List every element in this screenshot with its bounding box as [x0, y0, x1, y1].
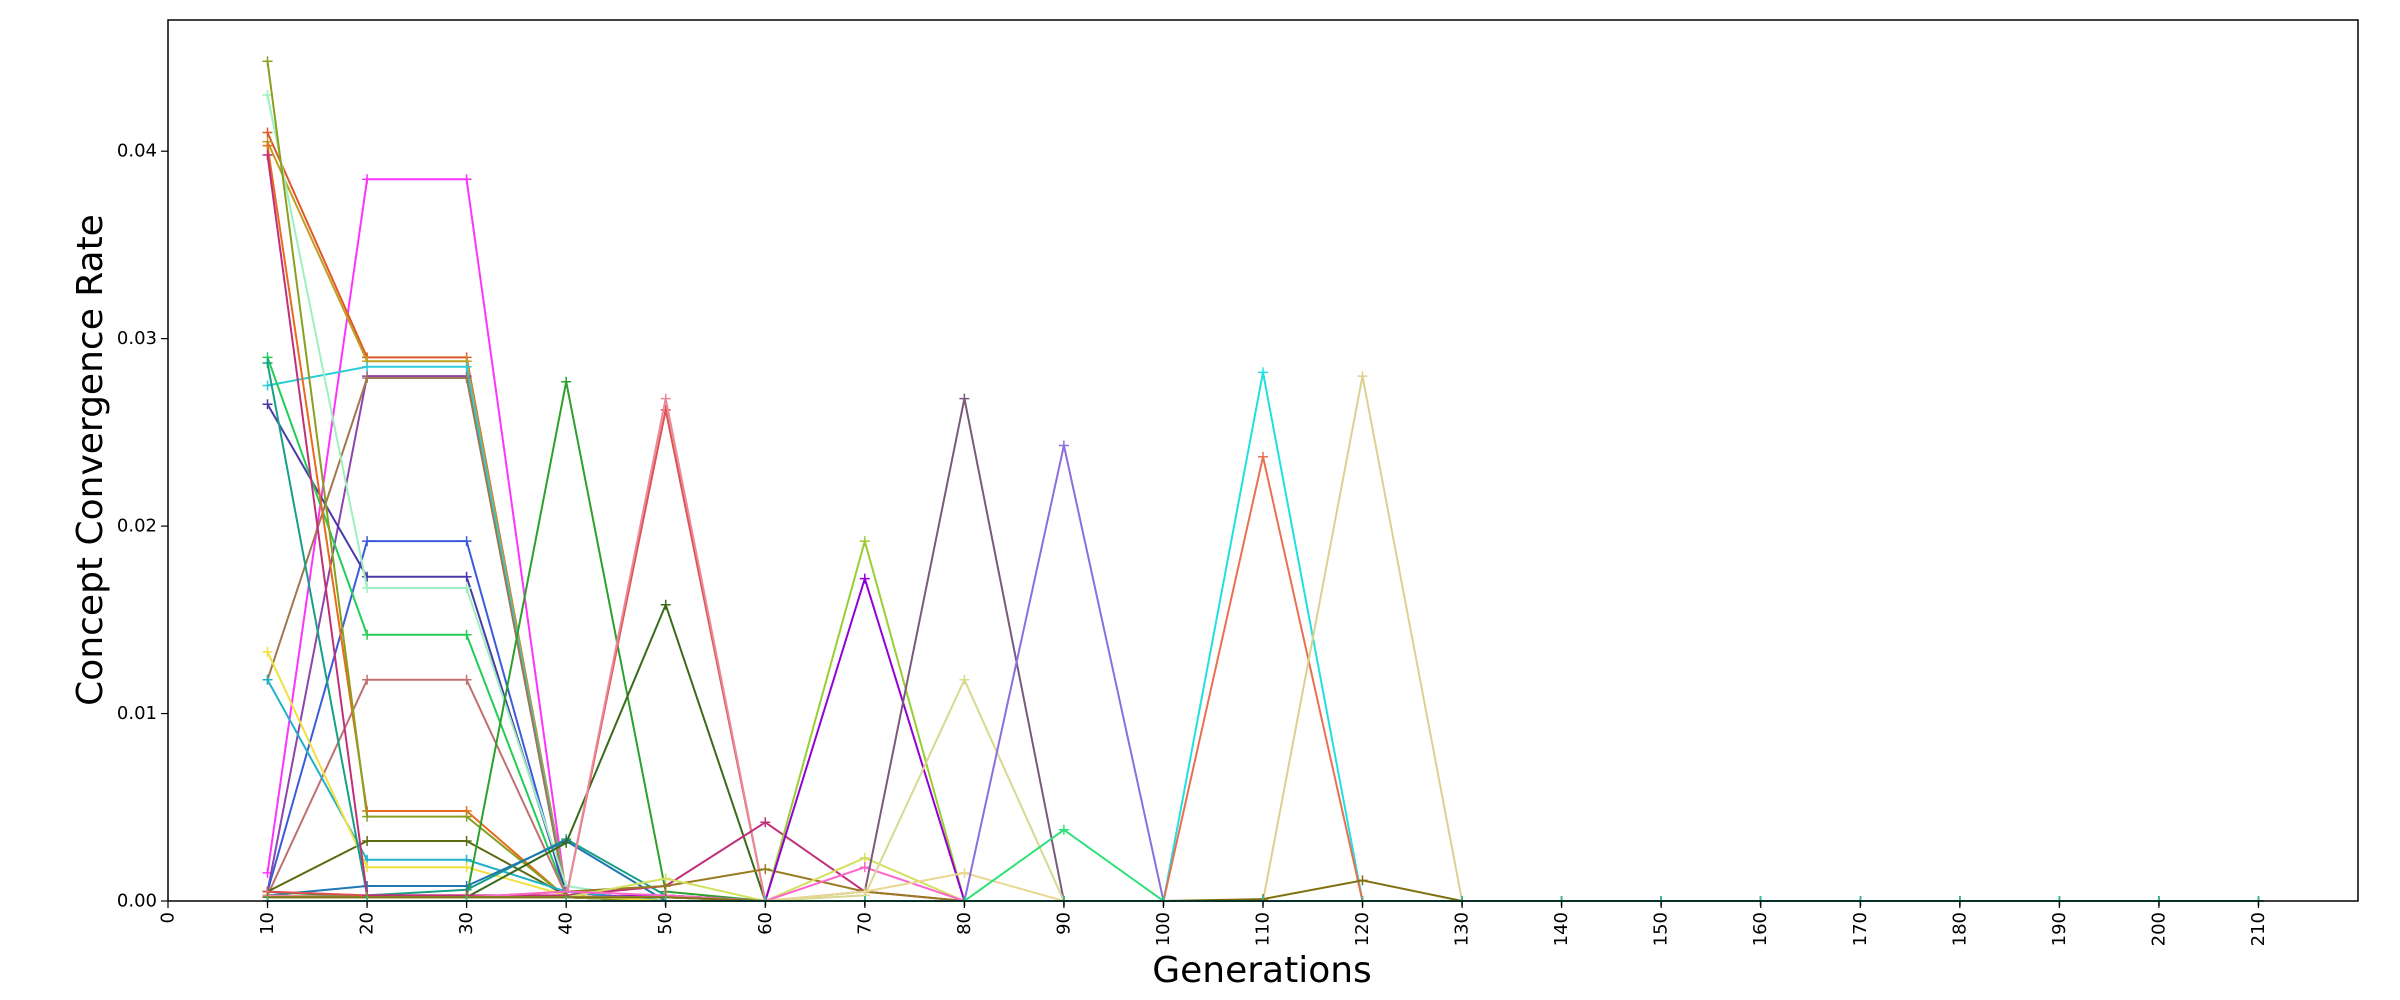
data-point-marker [660, 404, 671, 415]
data-point-marker [859, 862, 870, 873]
data-point-marker [262, 399, 273, 410]
y-tick-label: 0.04 [117, 141, 157, 162]
data-point-marker [362, 536, 373, 547]
x-tick-label: 60 [755, 912, 776, 935]
data-point-marker [362, 571, 373, 582]
data-point-marker [362, 674, 373, 685]
data-point-marker [859, 852, 870, 863]
data-point-marker [461, 881, 472, 891]
x-tick-label: 150 [1651, 912, 1672, 946]
x-axis-ticks: 0 10 20 30 40 50 60 70 80 90 100 110 120 130 140 150 160… [158, 901, 2269, 946]
data-point-marker [1058, 440, 1069, 451]
data-point-marker [362, 836, 373, 846]
data-point-marker [461, 373, 472, 383]
x-tick-label: 10 [257, 912, 278, 935]
data-point-marker [262, 140, 273, 151]
data-point-marker [1357, 371, 1368, 382]
data-point-marker [461, 836, 472, 846]
data-point-marker [362, 174, 373, 185]
x-tick-label: 120 [1352, 912, 1373, 946]
data-point-marker [262, 127, 273, 138]
data-point-marker [461, 811, 472, 822]
data-point-marker [1258, 367, 1268, 378]
data-point-marker [262, 56, 273, 67]
data-point-marker [262, 646, 273, 657]
data-point-marker [262, 90, 273, 100]
x-tick-label: 30 [456, 912, 477, 935]
x-tick-label: 80 [954, 912, 975, 935]
x-tick-label: 100 [1153, 912, 1174, 946]
data-point-marker [660, 393, 671, 404]
data-point-marker [760, 817, 771, 828]
x-tick-label: 140 [1551, 912, 1572, 946]
data-point-marker [461, 862, 472, 873]
x-tick-label: 190 [2049, 912, 2070, 946]
data-point-marker [1357, 875, 1368, 886]
data-point-marker [959, 674, 970, 685]
data-point-marker [362, 811, 373, 822]
x-tick-label: 90 [1053, 912, 1074, 935]
data-point-marker [362, 373, 373, 383]
x-tick-label: 160 [1750, 912, 1771, 946]
data-point-marker [660, 599, 671, 610]
data-point-marker [1258, 451, 1268, 462]
data-point-marker [461, 536, 472, 547]
data-point-marker [461, 571, 472, 582]
data-point-marker [859, 886, 870, 897]
data-point-marker [362, 629, 373, 640]
x-tick-label: 180 [1949, 912, 1970, 946]
data-point-marker [461, 174, 472, 185]
data-point-marker [760, 864, 771, 875]
x-tick-label: 20 [357, 912, 378, 935]
data-point-marker [362, 361, 373, 372]
data-point-marker [959, 393, 970, 404]
x-tick-label: 130 [1452, 912, 1473, 946]
y-axis-ticks: 0.00 0.01 0.02 0.03 0.04 [117, 141, 168, 912]
x-tick-label: 40 [556, 912, 577, 935]
data-point-marker [362, 583, 373, 593]
x-tick-label: 70 [854, 912, 875, 935]
x-tick-label: 170 [1850, 912, 1871, 946]
data-point-marker [262, 150, 273, 160]
data-point-marker [461, 583, 472, 593]
x-tick-label: 210 [2248, 912, 2269, 946]
y-axis-title: Concept Convergence Rate [70, 214, 111, 706]
x-tick-label: 50 [655, 912, 676, 935]
data-point-marker [262, 358, 273, 368]
x-axis-title: Generations [1152, 950, 1372, 991]
y-tick-label: 0.00 [117, 891, 157, 912]
data-point-marker [262, 674, 273, 685]
data-point-marker [1058, 824, 1069, 835]
x-tick-label: 200 [2148, 912, 2169, 946]
data-point-marker [561, 376, 572, 387]
y-tick-label: 0.01 [117, 703, 157, 724]
y-tick-label: 0.02 [117, 516, 157, 537]
data-point-marker [859, 573, 870, 584]
y-tick-label: 0.03 [117, 328, 157, 349]
data-point-marker [660, 873, 671, 884]
x-tick-label: 110 [1253, 912, 1274, 946]
data-point-marker [461, 361, 472, 372]
data-point-marker [859, 536, 870, 547]
x-tick-label: 0 [158, 912, 179, 923]
data-point-marker [959, 867, 970, 878]
data-point-marker [561, 837, 572, 848]
data-point-marker [461, 629, 472, 640]
data-point-marker [461, 674, 472, 685]
